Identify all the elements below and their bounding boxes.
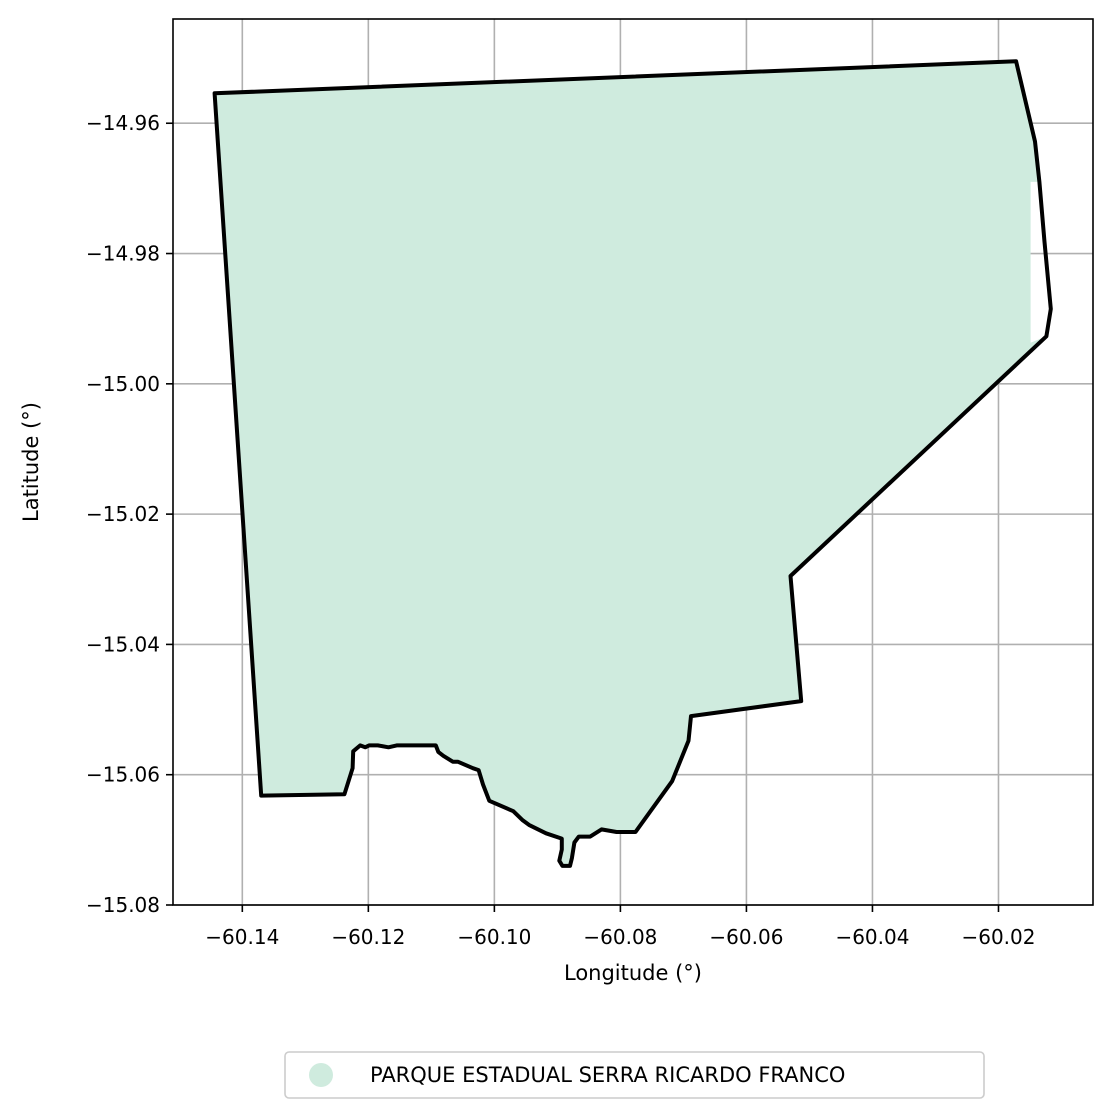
y-tick-label-5: −15.06 [86, 763, 160, 787]
y-tick-label-1: −14.98 [86, 242, 160, 266]
x-tick-label-5: −60.04 [835, 925, 909, 949]
x-tick-label-2: −60.10 [457, 925, 531, 949]
x-tick-label-6: −60.02 [961, 925, 1035, 949]
legend: PARQUE ESTADUAL SERRA RICARDO FRANCO [285, 1052, 984, 1098]
x-axis-ticks: −60.14 −60.12 −60.10 −60.08 −60.06 −60.04 −60.… [205, 905, 1035, 949]
y-tick-label-0: −14.96 [86, 111, 160, 135]
y-axis-ticks: −14.96 −14.98 −15.00 −15.02 −15.04 −15.06 −15.… [86, 111, 173, 917]
park-area-fill [215, 61, 1047, 866]
x-tick-label-3: −60.08 [583, 925, 657, 949]
x-tick-label-4: −60.06 [709, 925, 783, 949]
y-axis-label: Latitude (°) [19, 402, 43, 522]
x-tick-label-1: −60.12 [331, 925, 405, 949]
y-tick-label-4: −15.04 [86, 632, 160, 656]
x-axis-label: Longitude (°) [564, 961, 702, 985]
x-tick-label-0: −60.14 [205, 925, 279, 949]
y-tick-label-2: −15.00 [86, 372, 160, 396]
y-tick-label-3: −15.02 [86, 502, 160, 526]
legend-marker [309, 1063, 333, 1087]
legend-entry-label: PARQUE ESTADUAL SERRA RICARDO FRANCO [370, 1063, 845, 1087]
y-tick-label-6: −15.08 [86, 893, 160, 917]
